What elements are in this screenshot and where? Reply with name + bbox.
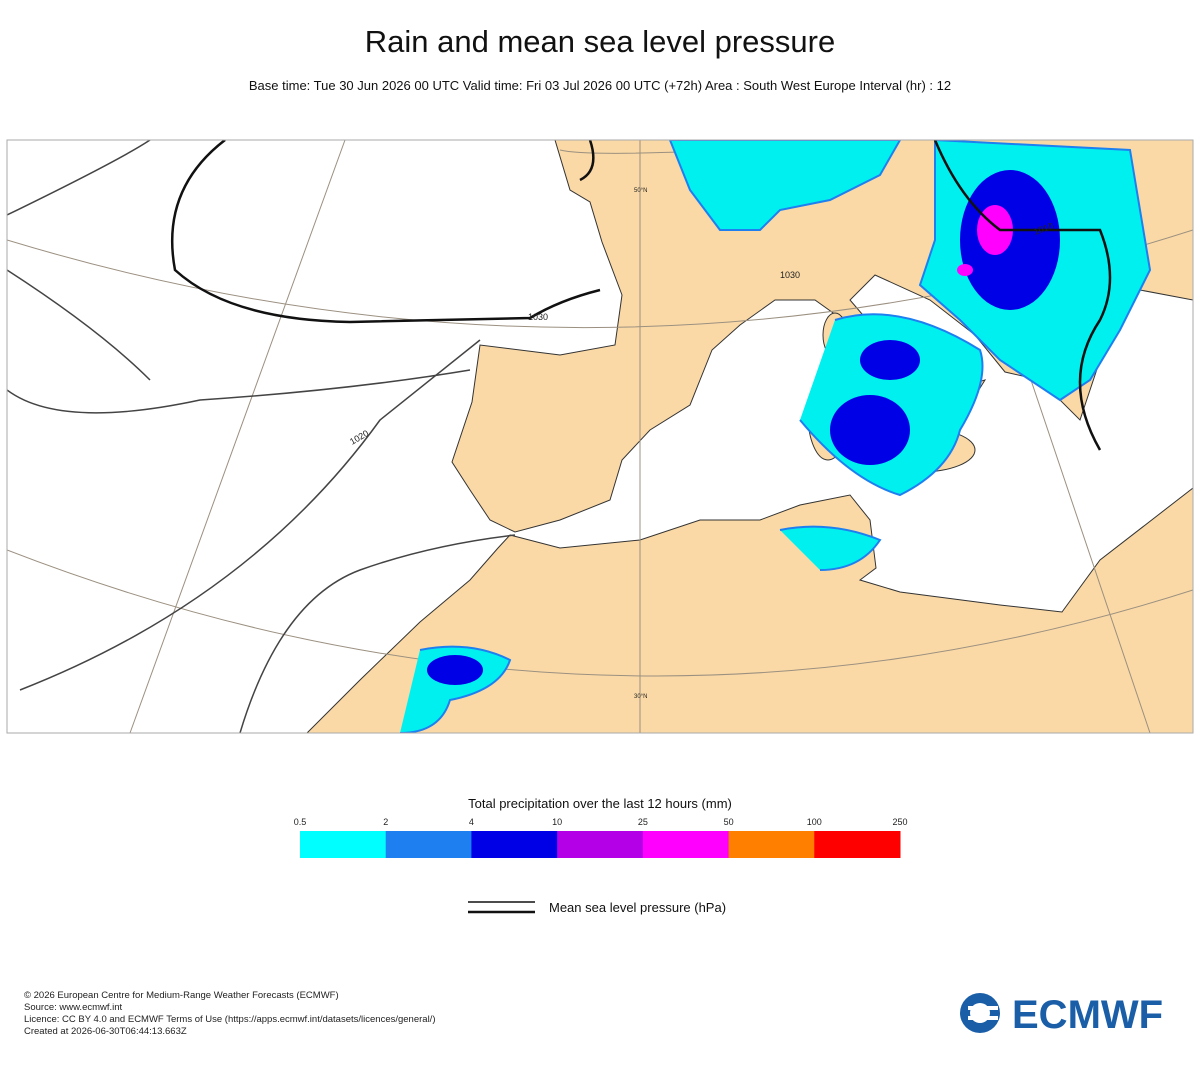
contour-label: 1030 [528,312,548,322]
colorbar-tick-label: 250 [892,817,907,827]
colorbar-segment [814,831,901,858]
colorbar-tick-label: 0.5 [294,817,307,827]
legend-title: Total precipitation over the last 12 hou… [468,796,732,811]
colorbar-tick-label: 4 [469,817,474,827]
contour-label: 1030 [780,270,800,280]
title: Rain and mean sea level pressure [365,24,835,59]
colorbar-segment [471,831,558,858]
lat-label: 50°N [634,188,647,194]
map: 1030 1020 1010 1030 50°N 30°N [6,139,1194,734]
footer-line: Source: www.ecmwf.int [24,1002,123,1013]
lat-label: 30°N [634,694,647,700]
colorbar-tick-label: 100 [807,817,822,827]
footer-line: Created at 2026-06-30T06:44:13.663Z [24,1026,187,1037]
footer-line: © 2026 European Centre for Medium-Range … [24,990,339,1001]
colorbar-tick-label: 10 [552,817,562,827]
subtitle: Base time: Tue 30 Jun 2026 00 UTC Valid … [249,78,951,93]
colorbar-tick-label: 50 [724,817,734,827]
colorbar-tick-label: 2 [383,817,388,827]
legend-line-label: Mean sea level pressure (hPa) [549,900,726,915]
colorbar-segment [300,831,387,858]
colorbar-segment [728,831,815,858]
colorbar-segment [642,831,730,858]
colorbar: 0.5 2 4 10 25 50 100 250 [294,817,908,858]
colorbar-tick-label: 25 [638,817,648,827]
logo: ECMWF [960,993,1163,1037]
colorbar-segment [385,831,472,858]
colorbar-segment [557,831,644,858]
footer-line: Licence: CC BY 4.0 and ECMWF Terms of Us… [24,1014,436,1025]
logo-text: ECMWF [1012,993,1163,1037]
